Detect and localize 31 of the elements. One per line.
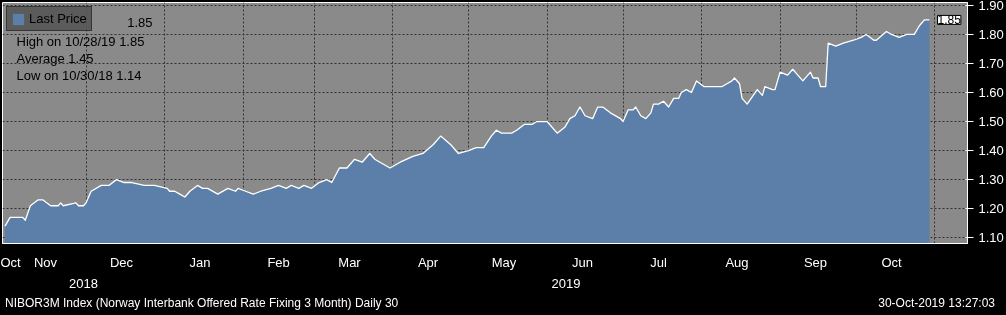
text: 2018 [69,275,99,291]
y-tick-label: 1.70 [978,55,1004,71]
x-tick-label: Feb [267,254,290,270]
annotation: Average 1.45 [16,51,94,66]
x-tick-label: Dec [109,254,134,270]
legend-label: Last Price [29,11,87,26]
x-tick-label: Aug [725,254,749,270]
text: 2019 [551,275,581,291]
x-tick-label: May [491,254,517,270]
x-tick-label: Jan [189,254,211,270]
annotation: 1.85 [127,15,153,30]
text: NIBOR3M Index (Norway Interbank Offered Rate Fixing 3 Month) Daily 30 [5,295,399,312]
annotation: High on 10/28/19 1.85 [16,34,145,49]
x-tick-label: Nov [34,254,58,270]
x-tick-label: Oct [881,254,903,270]
y-tick-label: 1.20 [978,201,1004,217]
y-tick-label: 1.30 [978,172,1004,188]
y-tick-label: 1.40 [978,143,1004,159]
y-tick-label: 1.10 [978,230,1004,246]
text: 30-Oct-2019 13:27:03 [878,295,995,312]
x-tick-label: Apr [417,254,439,270]
y-tick-label: 1.60 [978,85,1004,101]
annotation: Low on 10/30/18 1.14 [16,68,142,83]
y-tick-label: 1.50 [978,114,1004,130]
y-tick-label: 1.80 [978,26,1004,42]
x-tick-label: Jun [572,254,593,270]
x-tick-label: Sep [803,254,828,270]
y-tick-label: 1.90 [978,0,1004,13]
x-tick-label: Oct [0,254,22,270]
x-tick-label: Mar [338,254,362,270]
x-tick-label: Jul [650,254,667,270]
